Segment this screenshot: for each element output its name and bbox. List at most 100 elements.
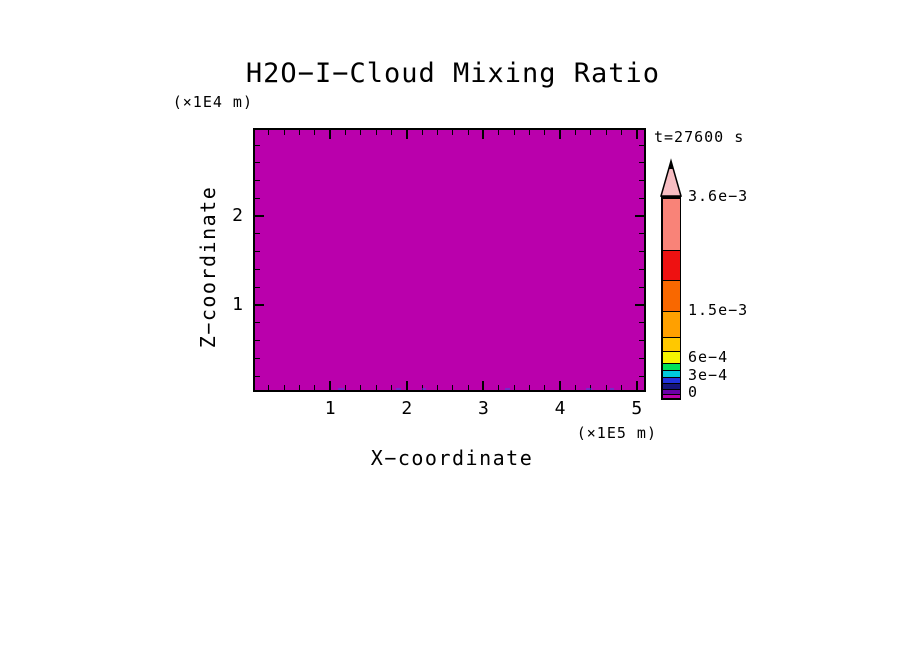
- x-axis-tick: [436, 130, 438, 135]
- colorbar-segment: [662, 251, 680, 280]
- x-axis-tick: [360, 130, 362, 135]
- colorbar-tick-label: 6e−4: [688, 348, 729, 366]
- colorbar-segment: [662, 371, 680, 377]
- x-axis-tick: [574, 130, 576, 135]
- x-axis-tick: [590, 385, 592, 390]
- z-axis-tick: [639, 162, 644, 164]
- z-axis-tick: [255, 375, 260, 377]
- x-axis-tick: [467, 385, 469, 390]
- chart-title: H2O−I−Cloud Mixing Ratio: [245, 58, 661, 89]
- z-axis-tick: [639, 251, 644, 253]
- z-axis-tick: [255, 269, 260, 271]
- x-axis-tick: [605, 130, 607, 135]
- x-tick-label: 4: [554, 398, 566, 419]
- z-axis-tick: [639, 322, 644, 324]
- z-axis-tick: [255, 304, 264, 307]
- x-axis-tick: [467, 130, 469, 135]
- x-axis-tick: [436, 385, 438, 390]
- colorbar: [661, 196, 681, 400]
- z-axis-tick: [635, 304, 644, 307]
- field-speck: [610, 388, 614, 390]
- field-speck: [396, 388, 401, 390]
- x-axis-tick: [513, 130, 515, 135]
- field-speck: [422, 388, 426, 390]
- z-axis-tick: [255, 340, 260, 342]
- colorbar-tick-label: 0: [688, 383, 699, 401]
- x-tick-label: 3: [478, 398, 489, 419]
- z-axis-tick: [255, 357, 260, 359]
- x-axis-tick: [498, 130, 500, 135]
- x-axis-tick: [482, 381, 485, 390]
- z-tick-label: 1: [232, 294, 243, 316]
- z-axis-tick: [639, 233, 644, 235]
- x-axis-tick: [283, 385, 285, 390]
- x-axis-tick: [635, 381, 638, 390]
- x-axis-tick: [635, 130, 638, 139]
- x-axis-tick: [329, 381, 332, 390]
- x-axis-tick: [329, 130, 332, 139]
- x-axis-tick: [421, 130, 423, 135]
- z-axis-tick: [255, 233, 260, 235]
- z-axis-tick: [639, 197, 644, 199]
- colorbar-tick-label: 3e−4: [688, 366, 729, 384]
- x-tick-label: 5: [631, 398, 643, 419]
- x-axis-tick: [452, 385, 454, 390]
- x-axis-tick: [283, 130, 285, 135]
- colorbar-segment: [662, 312, 680, 337]
- x-axis-tick: [574, 385, 576, 390]
- z-axis-tick: [255, 162, 260, 164]
- x-axis-tick: [605, 385, 607, 390]
- x-axis-tick: [590, 130, 592, 135]
- colorbar-segment: [662, 338, 680, 351]
- x-axis-tick: [482, 130, 485, 139]
- colorbar-segment: [662, 199, 680, 250]
- x-axis-tick: [620, 385, 622, 390]
- z-axis-tick: [255, 197, 260, 199]
- colorbar-tick-label: 1.5e−3: [688, 301, 749, 319]
- colorbar-segment: [662, 384, 680, 389]
- z-axis-tick: [255, 180, 260, 182]
- z-axis-tick: [639, 375, 644, 377]
- z-axis-tick: [255, 286, 260, 288]
- z-axis-tick: [255, 144, 260, 146]
- colorbar-segment: [662, 352, 680, 363]
- field-speck: [586, 388, 592, 390]
- x-axis-tick: [314, 130, 316, 135]
- z-axis-tick: [639, 144, 644, 146]
- x-axis-tick: [528, 130, 530, 135]
- x-axis-tick: [344, 130, 346, 135]
- x-axis-title: X−coordinate: [370, 446, 534, 470]
- x-axis-tick: [498, 385, 500, 390]
- x-axis-tick: [405, 381, 408, 390]
- z-axis-tick: [639, 180, 644, 182]
- colorbar-segment: [662, 364, 680, 370]
- x-axis-tick: [544, 130, 546, 135]
- x-axis-tick: [452, 130, 454, 135]
- x-axis-tick: [528, 385, 530, 390]
- field-speck: [505, 388, 510, 390]
- x-axis-tick: [513, 385, 515, 390]
- colorbar-segment: [662, 390, 680, 394]
- z-axis-tick: [639, 286, 644, 288]
- colorbar-overflow-arrow-icon: [660, 158, 682, 197]
- x-tick-label: 2: [401, 398, 413, 419]
- z-axis-title: Z−coordinate: [196, 185, 220, 349]
- x-axis-tick: [390, 130, 392, 135]
- z-tick-label: 2: [232, 205, 243, 227]
- x-tick-label: 1: [324, 398, 336, 419]
- x-axis-tick: [405, 130, 408, 139]
- z-axis-tick: [639, 269, 644, 271]
- z-axis-tick: [639, 357, 644, 359]
- x-axis-tick: [298, 130, 300, 135]
- x-axis-tick: [544, 385, 546, 390]
- z-axis-unit-label: (×1E4 m): [172, 93, 253, 111]
- x-axis-tick: [559, 381, 562, 390]
- colorbar-segment: [662, 395, 680, 398]
- x-axis-tick: [298, 385, 300, 390]
- time-annotation: t=27600 s: [654, 128, 745, 146]
- z-axis-tick: [639, 340, 644, 342]
- z-axis-tick: [255, 251, 260, 253]
- colorbar-tick-label: 3.6e−3: [688, 187, 749, 205]
- x-axis-tick: [375, 130, 377, 135]
